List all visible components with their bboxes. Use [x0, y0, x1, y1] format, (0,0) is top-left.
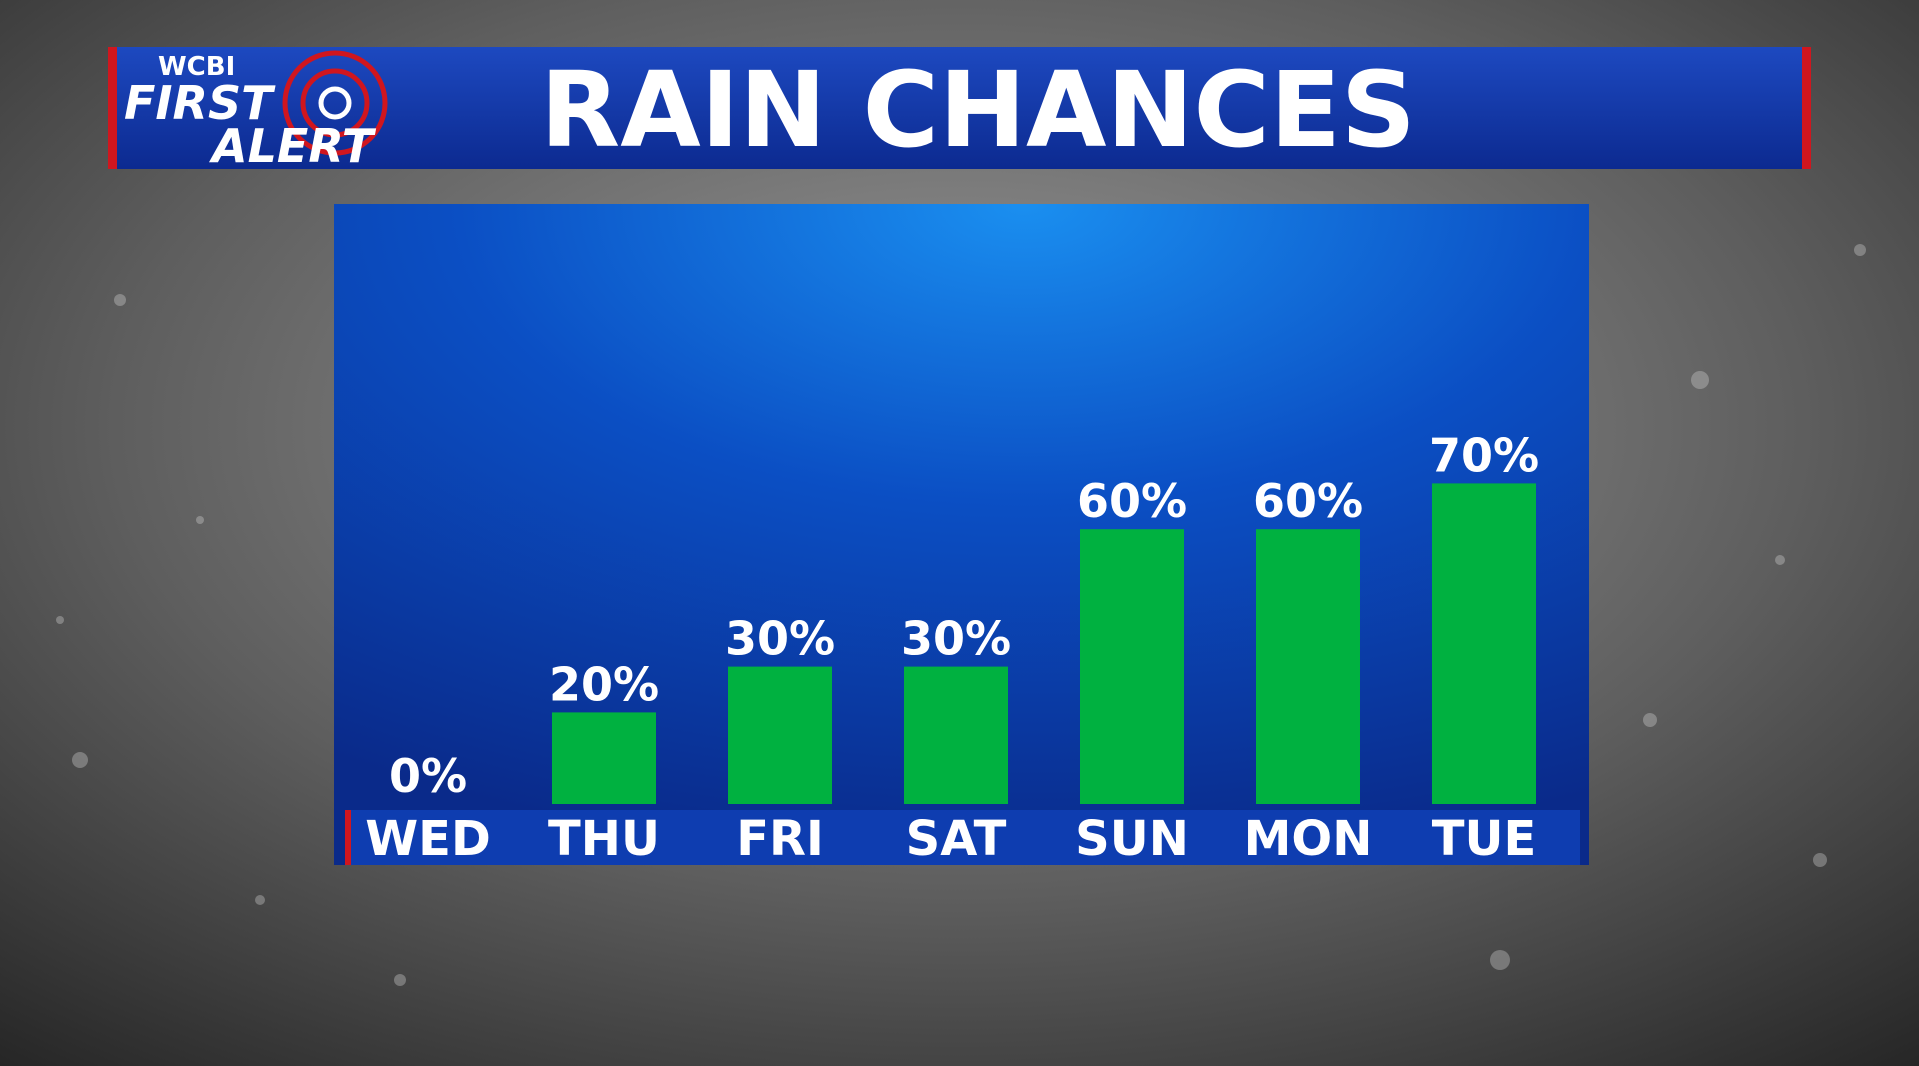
category-label: WED	[365, 811, 491, 867]
axis-strip	[345, 810, 1580, 865]
bar	[1256, 529, 1360, 804]
value-label: 70%	[1429, 428, 1539, 482]
logo-ring	[282, 50, 388, 156]
category-label: THU	[548, 811, 660, 867]
logo-line2: ALERT	[209, 119, 377, 173]
rain-texture	[56, 244, 1866, 986]
category-label: SUN	[1075, 811, 1189, 867]
logo-ring	[300, 68, 370, 138]
value-label: 60%	[1077, 474, 1187, 528]
bar	[1080, 529, 1184, 804]
logo-line1: FIRST	[124, 76, 276, 130]
banner-edge	[1802, 47, 1811, 169]
logo-station: WCBI	[158, 52, 235, 82]
category-label: TUE	[1432, 811, 1537, 867]
bar	[904, 666, 1008, 804]
value-label: 60%	[1253, 474, 1363, 528]
value-label: 30%	[725, 612, 835, 666]
category-label: SAT	[906, 811, 1007, 867]
chart-title: RAIN CHANCES	[540, 49, 1416, 171]
axis-edge	[345, 810, 351, 865]
value-label: 30%	[901, 612, 1011, 666]
value-label: 20%	[549, 657, 659, 711]
banner-edge	[108, 47, 117, 169]
value-label: 0%	[389, 749, 467, 803]
title-banner	[108, 47, 1811, 169]
bar	[1432, 483, 1536, 804]
category-label: FRI	[736, 811, 824, 867]
category-label: MON	[1244, 811, 1373, 867]
bar	[552, 712, 656, 804]
bar	[728, 666, 832, 804]
logo-ring	[318, 86, 352, 120]
logo: WCBI FIRST ALERT	[124, 50, 388, 173]
